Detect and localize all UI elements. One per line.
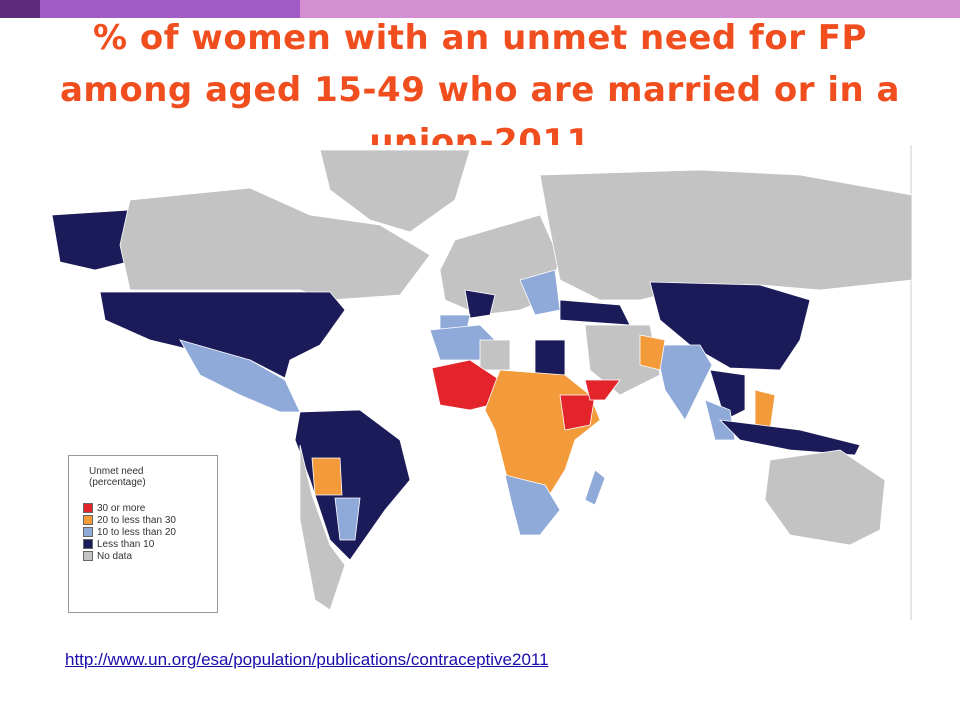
legend-item: 30 or more	[83, 502, 217, 514]
legend-item: Less than 10	[83, 538, 217, 550]
legend-label: 20 to less than 30	[97, 514, 176, 526]
legend-label: 30 or more	[97, 502, 146, 514]
legend-item: 20 to less than 30	[83, 514, 217, 526]
legend-label: Less than 10	[97, 538, 155, 550]
legend-swatch	[83, 527, 93, 537]
legend-swatch	[83, 515, 93, 525]
legend-item: 10 to less than 20	[83, 526, 217, 538]
legend: Unmet need (percentage) 30 or more 20 to …	[68, 455, 218, 613]
legend-label: No data	[97, 550, 133, 562]
top-bar	[300, 0, 960, 18]
legend-item: No data	[83, 550, 217, 562]
source-link[interactable]: http://www.un.org/esa/population/publica…	[65, 650, 549, 669]
legend-label: 10 to less than 20	[97, 526, 176, 538]
legend-title: Unmet need	[89, 466, 144, 477]
legend-swatch	[83, 551, 93, 561]
top-bar	[40, 0, 300, 18]
legend-items: 30 or more 20 to less than 30 10 to less t…	[83, 502, 217, 562]
legend-swatch	[83, 539, 93, 549]
legend-swatch	[83, 503, 93, 513]
top-bar	[0, 0, 40, 18]
legend-subtitle: (percentage)	[89, 477, 146, 488]
